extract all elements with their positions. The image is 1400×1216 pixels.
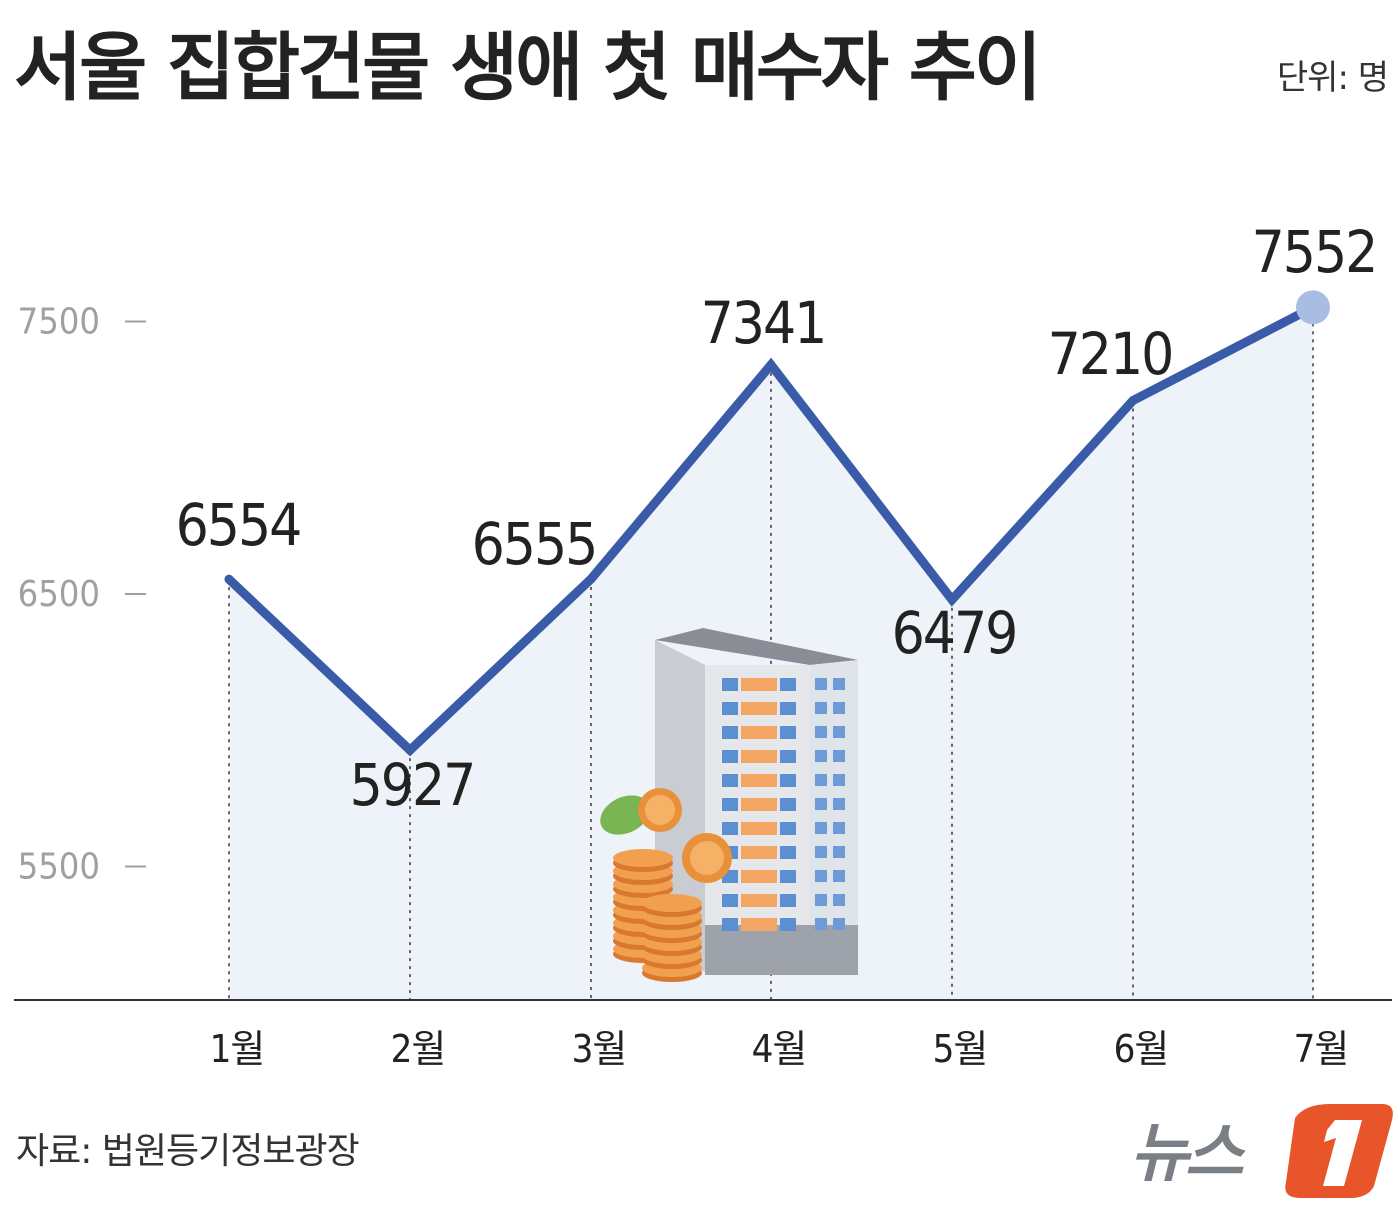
data-label: 6555 (472, 510, 597, 578)
last-point-marker (1296, 290, 1330, 325)
data-label: 7341 (701, 289, 826, 357)
x-tick-label: 6월 (1114, 1027, 1169, 1071)
data-point (947, 595, 957, 605)
data-point (224, 574, 234, 584)
x-tick-label: 7월 (1294, 1027, 1349, 1071)
data-point (405, 745, 415, 755)
source-note: 자료: 법원등기정보광장 (16, 1131, 360, 1172)
x-tick-label: 3월 (572, 1027, 627, 1071)
x-tick-label: 5월 (933, 1027, 988, 1071)
data-point (586, 574, 596, 584)
data-point (766, 360, 776, 370)
x-tick-label: 4월 (752, 1027, 807, 1071)
logo-mark (1285, 1104, 1393, 1198)
data-label: 7210 (1048, 320, 1173, 388)
unit-label: 단위: 명 (1276, 58, 1389, 98)
data-point (1128, 396, 1138, 406)
x-tick-label: 1월 (210, 1027, 265, 1071)
chart-title: 서울 집합건물 생애 첫 매수자 추이 (14, 25, 1042, 111)
data-label: 7552 (1252, 218, 1377, 286)
news1-logo: 뉴스 (1130, 1098, 1395, 1202)
data-label: 6554 (176, 491, 301, 559)
data-label: 6479 (892, 599, 1017, 667)
y-tick-label: 5500 (18, 847, 100, 888)
y-tick-label: 7500 (18, 302, 100, 343)
y-tick-label: 6500 (18, 574, 100, 615)
logo-text: 뉴스 (1130, 1117, 1244, 1191)
apartment-building-with-coins-icon (600, 628, 858, 982)
x-tick-label: 2월 (391, 1027, 446, 1071)
data-label: 5927 (350, 751, 475, 819)
